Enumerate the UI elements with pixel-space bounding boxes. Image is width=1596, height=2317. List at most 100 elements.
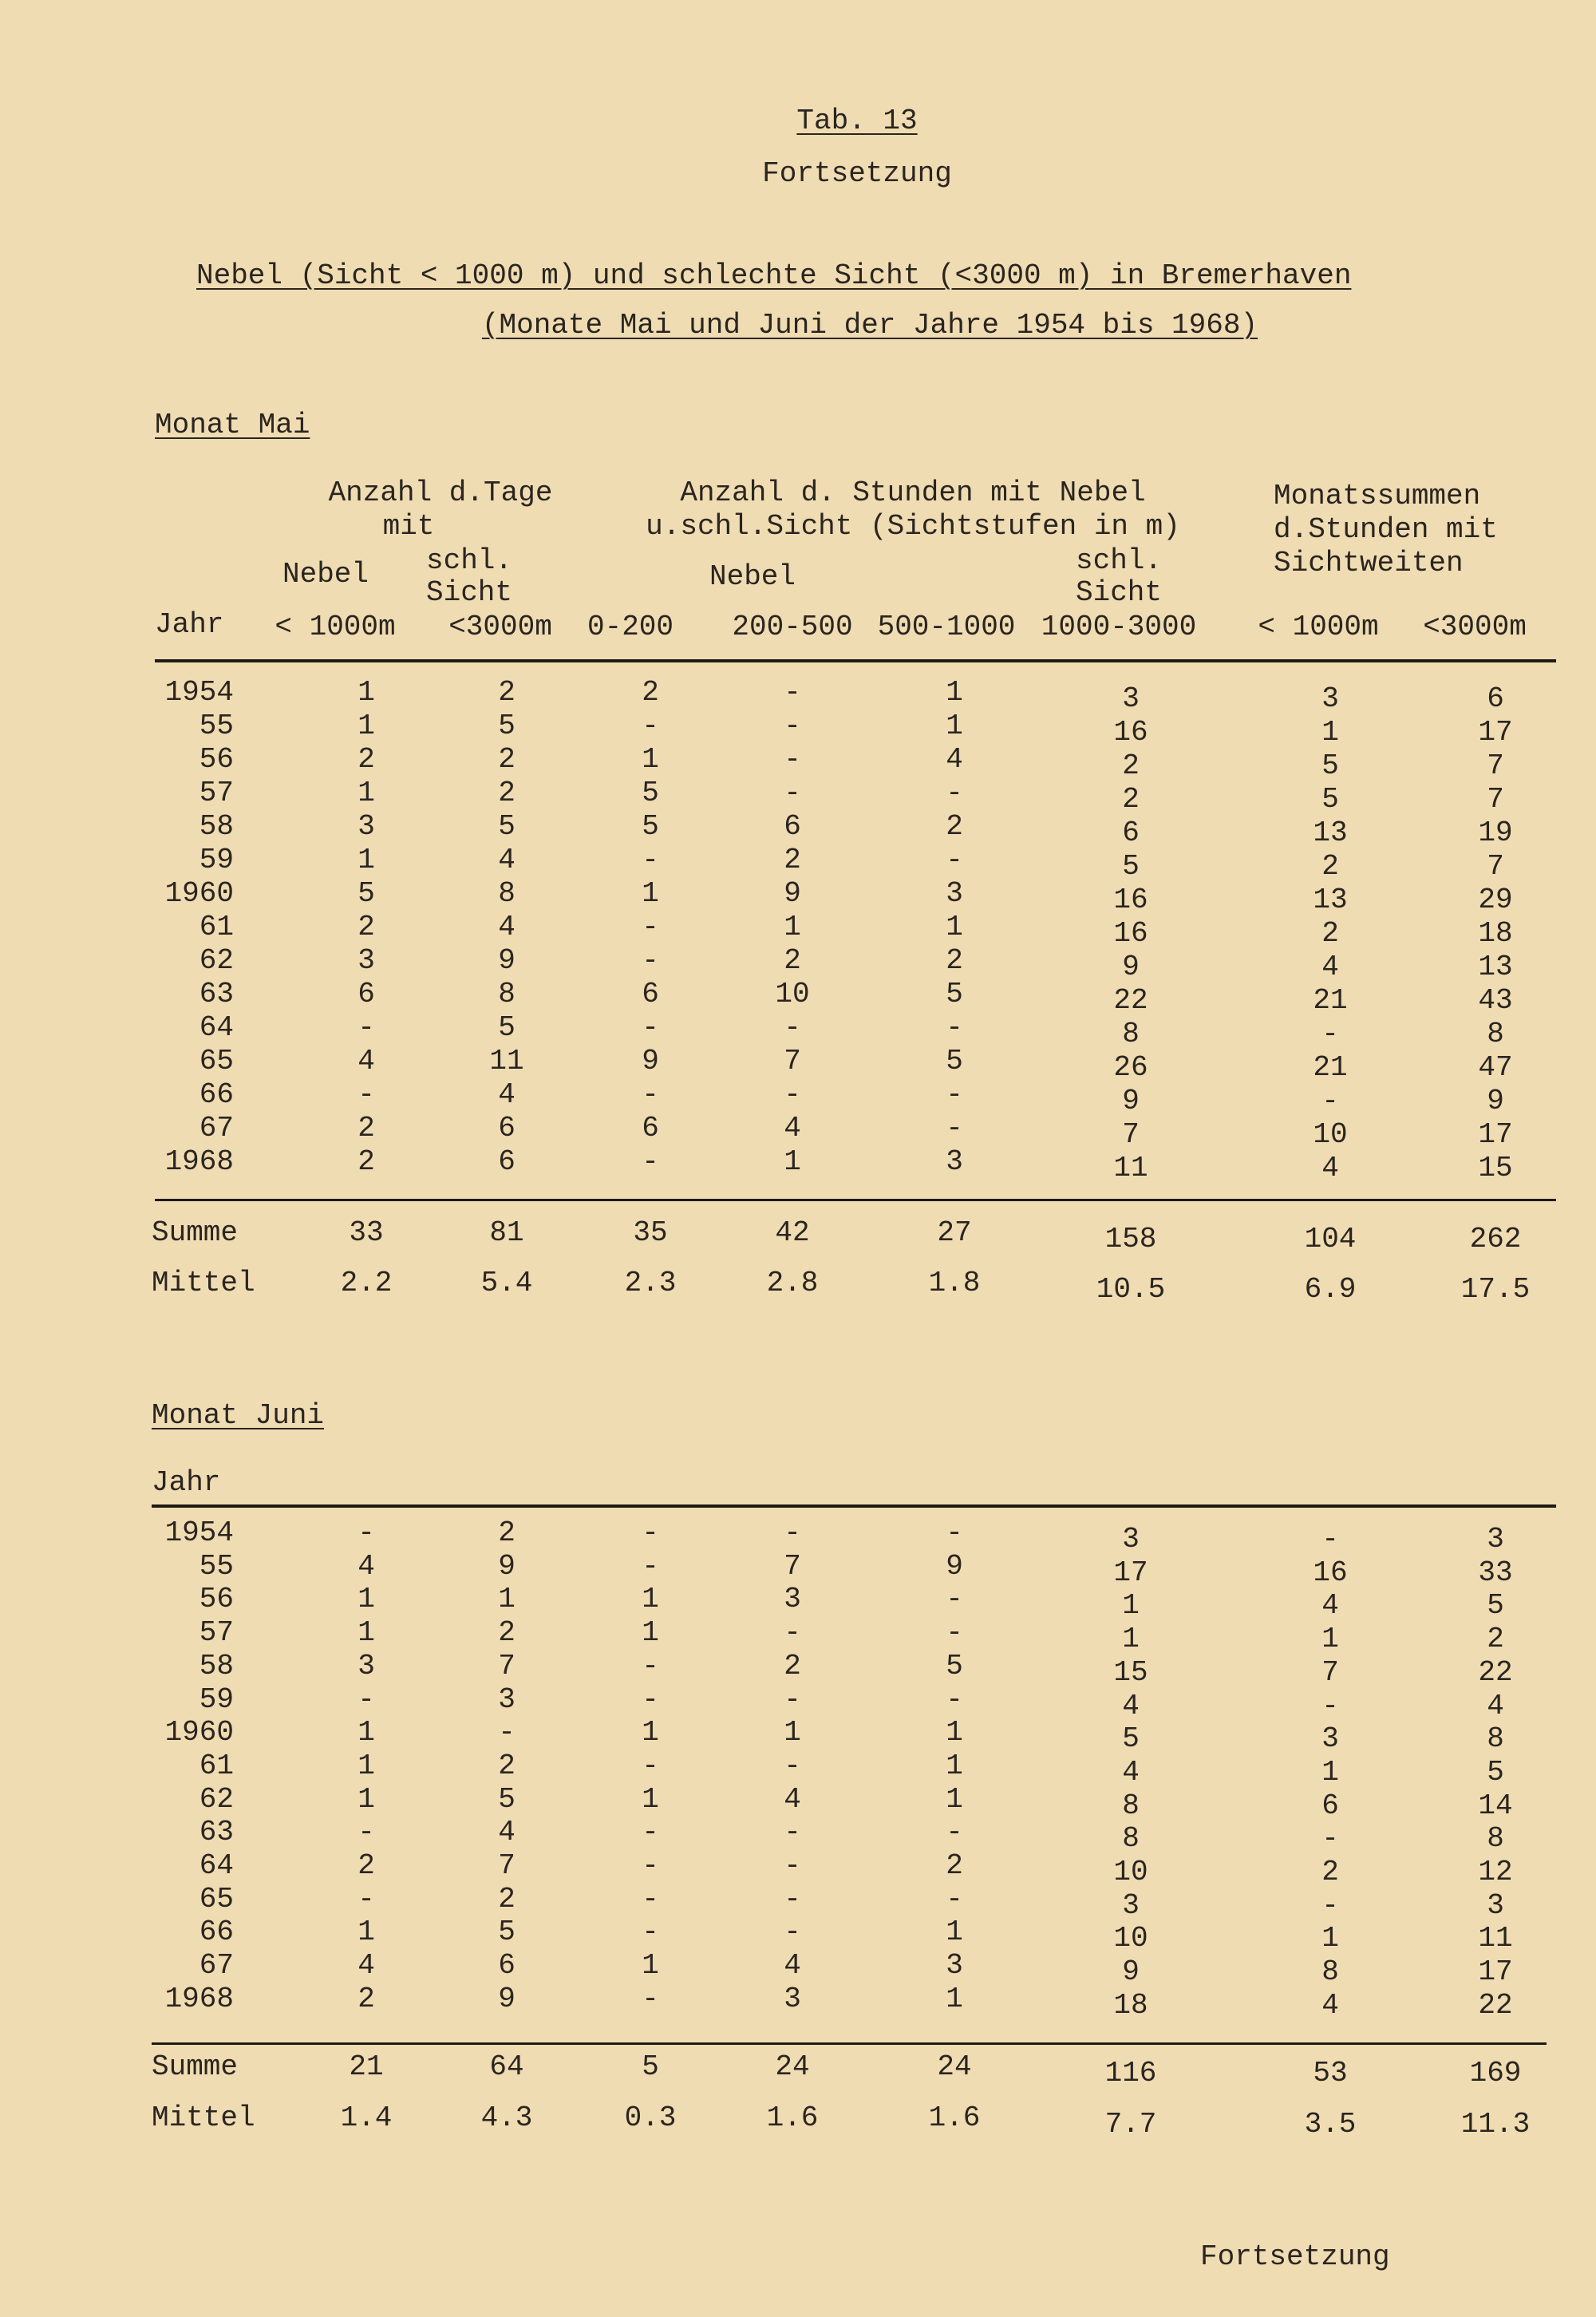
value-cell: 3	[946, 1949, 963, 1983]
value-cell: -	[946, 1616, 963, 1650]
summe-value: 27	[937, 1216, 972, 1249]
value-cell: -	[642, 1145, 659, 1178]
year-cell: 58	[199, 810, 234, 843]
value-cell: 1	[642, 1716, 659, 1750]
value-cell: 3	[358, 810, 375, 843]
value-cell: 8	[1487, 1722, 1504, 1756]
value-cell: 19	[1478, 816, 1513, 849]
mittel-value: 11.3	[1460, 2108, 1531, 2141]
value-cell: 2	[946, 1849, 963, 1882]
value-cell: 1	[946, 1916, 963, 1949]
value-cell: 5	[358, 877, 375, 910]
value-cell: 11	[1113, 1152, 1148, 1184]
value-cell: 1	[642, 877, 659, 910]
value-cell: -	[642, 944, 659, 977]
value-cell: 4	[1321, 1988, 1339, 2022]
value-cell: 5	[498, 710, 516, 742]
value-cell: 8	[498, 978, 516, 1010]
mittel-value: 2.3	[624, 1267, 677, 1299]
value-cell: 6	[498, 1112, 516, 1145]
value-cell: 7	[498, 1849, 516, 1882]
value-cell: 7	[1487, 783, 1504, 816]
value-cell: 6	[358, 978, 375, 1010]
value-cell: 2	[498, 1882, 516, 1916]
header-hours-group-1: Anzahl d. Stunden mit Nebel	[680, 476, 1146, 509]
mittel-value: 2.8	[766, 1267, 819, 1299]
value-cell: 9	[498, 1982, 516, 2015]
value-cell: 2	[498, 1749, 516, 1782]
value-cell: 3	[1122, 1523, 1140, 1556]
value-cell: 2	[1321, 917, 1339, 950]
value-cell: 6	[498, 1145, 516, 1178]
value-cell: 4	[784, 1949, 801, 1983]
value-cell: 22	[1113, 984, 1148, 1017]
value-cell: 2	[1321, 850, 1339, 883]
value-cell: 4	[498, 1078, 516, 1111]
value-cell: 47	[1478, 1051, 1513, 1084]
value-cell: 3	[498, 1682, 516, 1716]
value-cell: 4	[1122, 1689, 1140, 1722]
value-cell: 12	[1478, 1856, 1513, 1888]
value-cell: 6	[1487, 682, 1504, 715]
value-cell: 2	[946, 944, 963, 977]
value-cell: -	[946, 1112, 963, 1145]
header-unit: 500-1000	[877, 611, 1016, 643]
value-cell: -	[642, 1749, 659, 1782]
value-cell: 9	[946, 1549, 963, 1583]
header-sums-1: Monatssummen	[1274, 480, 1481, 512]
summe-value: 104	[1304, 1223, 1357, 1255]
value-cell: 4	[1321, 951, 1339, 983]
summe-value: 24	[775, 2050, 810, 2083]
summe-label: Summe	[152, 1216, 239, 1249]
value-cell: 1	[358, 1583, 375, 1616]
value-cell: 5	[1487, 1755, 1504, 1789]
mittel-value: 5.4	[480, 1267, 533, 1299]
value-cell: 3	[1487, 1523, 1504, 1556]
value-cell: 4	[358, 1045, 375, 1077]
value-cell: -	[784, 676, 801, 709]
value-cell: 9	[498, 944, 516, 977]
value-cell: -	[1321, 1018, 1339, 1050]
value-cell: -	[358, 1516, 375, 1549]
value-cell: 1	[358, 676, 375, 709]
year-cell: 55	[199, 710, 234, 742]
value-cell: 14	[1478, 1789, 1513, 1822]
summe-value: 24	[937, 2050, 972, 2083]
value-cell: -	[498, 1716, 516, 1750]
year-cell: 66	[199, 1916, 234, 1949]
year-cell: 59	[199, 1682, 234, 1716]
value-cell: 18	[1113, 1988, 1148, 2022]
value-cell: 8	[1122, 1018, 1140, 1050]
value-cell: -	[642, 1816, 659, 1849]
year-cell: 65	[199, 1882, 234, 1916]
value-cell: -	[784, 1616, 801, 1650]
value-cell: 26	[1113, 1051, 1148, 1084]
value-cell: 5	[642, 777, 659, 809]
value-cell: 6	[1321, 1789, 1339, 1822]
value-cell: 9	[498, 1549, 516, 1583]
summe-value: 53	[1313, 2057, 1348, 2090]
value-cell: 1	[642, 1616, 659, 1650]
value-cell: 4	[784, 1782, 801, 1816]
header-unit: 200-500	[732, 611, 853, 643]
value-cell: 5	[1122, 850, 1140, 883]
value-cell: 6	[498, 1949, 516, 1983]
value-cell: 1	[1321, 716, 1339, 749]
summe-value: 169	[1469, 2057, 1522, 2090]
value-cell: -	[784, 1816, 801, 1849]
header-schl-hours-1: schl.	[1075, 544, 1163, 577]
year-cell: 67	[199, 1949, 234, 1983]
value-cell: -	[784, 1078, 801, 1111]
value-cell: 4	[946, 743, 963, 776]
value-cell: 5	[1321, 783, 1339, 816]
value-cell: 4	[1122, 1755, 1140, 1789]
value-cell: 1	[1321, 1623, 1339, 1656]
value-cell: 33	[1478, 1556, 1513, 1589]
value-cell: -	[642, 1882, 659, 1916]
value-cell: -	[1321, 1822, 1339, 1856]
value-cell: -	[784, 1882, 801, 1916]
year-cell: 1954	[164, 1516, 234, 1549]
value-cell: 8	[1487, 1018, 1504, 1050]
value-cell: 15	[1113, 1655, 1148, 1689]
mittel-label: Mittel	[152, 2102, 255, 2134]
